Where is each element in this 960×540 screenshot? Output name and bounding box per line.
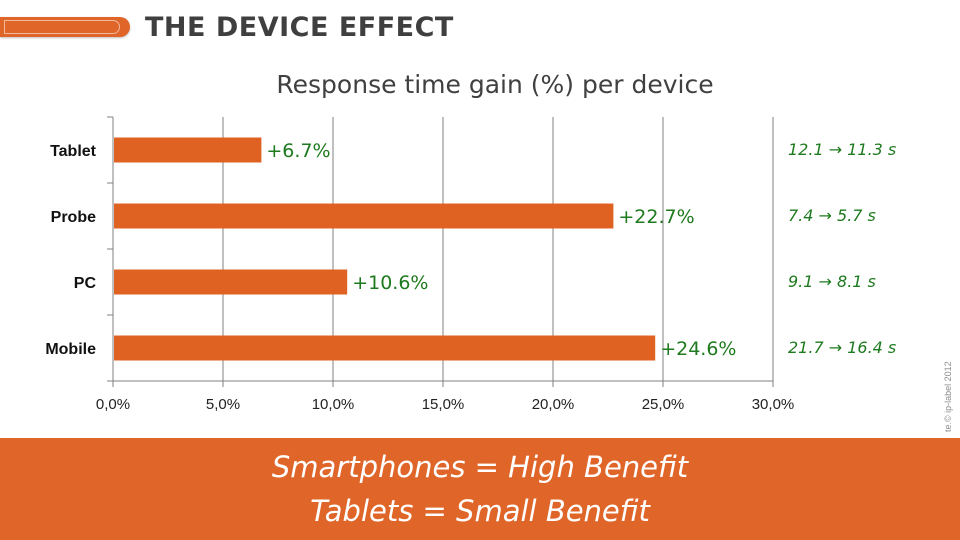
title-tab-decoration bbox=[0, 17, 130, 37]
x-tick-label: 10,0% bbox=[312, 396, 355, 413]
conclusion-line-1: Smartphones = High Benefit bbox=[271, 450, 689, 484]
data-label: +22.7% bbox=[618, 206, 694, 228]
response-time-annotation: 7.4 → 5.7 s bbox=[788, 206, 876, 225]
slide-title: THE DEVICE EFFECT bbox=[145, 12, 454, 43]
bar-chart: 0,0% 5,0% 10,0% 15,0% 20,0% 25,0% 30,0% Tablet +… bbox=[45, 116, 896, 413]
x-tick-label: 30,0% bbox=[752, 396, 795, 413]
x-tick-label: 0,0% bbox=[96, 396, 130, 413]
response-time-annotation: 12.1 → 11.3 s bbox=[788, 140, 896, 159]
x-tick-label: 20,0% bbox=[532, 396, 575, 413]
bar-probe bbox=[114, 203, 614, 229]
x-tick-label: 25,0% bbox=[642, 396, 685, 413]
chart-title: Response time gain (%) per device bbox=[276, 70, 714, 99]
x-tick-label: 5,0% bbox=[206, 396, 240, 413]
category-label: PC bbox=[74, 275, 97, 292]
category-label: Probe bbox=[51, 209, 96, 226]
x-tick-label: 15,0% bbox=[422, 396, 465, 413]
data-label: +6.7% bbox=[266, 140, 330, 162]
data-label: +24.6% bbox=[660, 338, 736, 360]
bar-pc bbox=[114, 269, 348, 295]
conclusion-line-2: Tablets = Small Benefit bbox=[310, 494, 650, 528]
bar-tablet bbox=[114, 137, 262, 163]
category-label: Tablet bbox=[50, 143, 97, 160]
response-time-annotation: 9.1 → 8.1 s bbox=[788, 272, 876, 291]
copyright-text: te.© ip-label 2012 bbox=[943, 361, 953, 432]
bar-mobile bbox=[114, 335, 656, 361]
category-label: Mobile bbox=[45, 341, 96, 358]
data-label: +10.6% bbox=[352, 272, 428, 294]
conclusion-band: Smartphones = High Benefit Tablets = Sma… bbox=[0, 438, 960, 540]
response-time-annotation: 21.7 → 16.4 s bbox=[788, 338, 896, 357]
